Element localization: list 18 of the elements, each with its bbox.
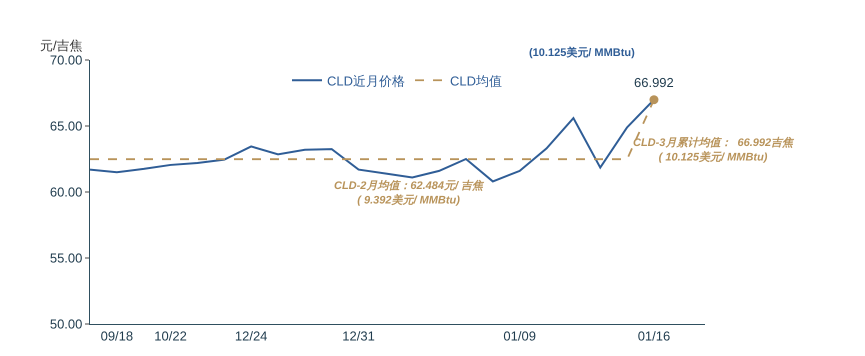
y-axis-title: 元/吉焦 — [40, 38, 83, 53]
y-tick-label: 60.00 — [50, 184, 82, 200]
legend-label: CLD近月价格 — [327, 73, 406, 88]
x-tick-label: 01/16 — [638, 328, 670, 344]
x-tick-label: 12/24 — [234, 328, 268, 344]
annotation: CLD-3月累计均值： 66.992吉焦 ( 10.125美元/ MMBtu) — [633, 136, 796, 164]
y-tick-label: 70.00 — [50, 52, 82, 68]
legend-label: CLD均值 — [450, 73, 502, 88]
y-tick-label: 55.00 — [50, 250, 82, 266]
annotation: 66.992 — [634, 75, 674, 90]
x-tick-label: 12/31 — [342, 328, 375, 344]
text: (10.125美元/ MMBtu) — [529, 46, 636, 59]
x-tick-label: 01/09 — [503, 328, 536, 344]
annotation: CLD-2月均值：62.484元/ 吉焦 ( 9.392美元/ MMBtu) — [334, 179, 486, 206]
y-tick-label: 65.00 — [50, 118, 82, 134]
x-tick-label: 09/18 — [100, 328, 134, 344]
y-tick-label: 50.00 — [50, 316, 82, 332]
x-tick-label: 10/22 — [154, 328, 187, 344]
